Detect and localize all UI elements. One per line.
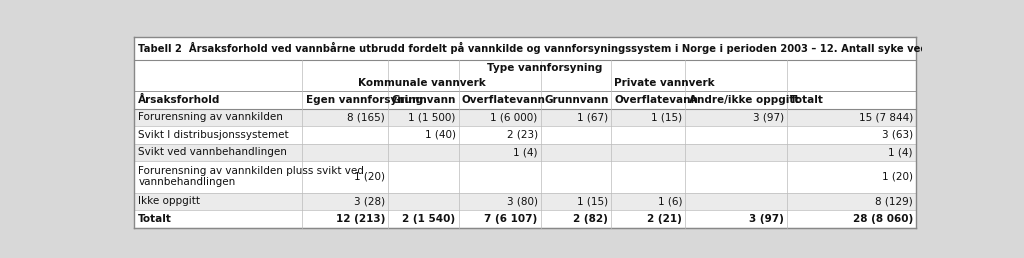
Text: Grunnvann: Grunnvann — [391, 95, 456, 105]
Text: 8 (165): 8 (165) — [347, 112, 385, 122]
Text: Overflatevann: Overflatevann — [462, 95, 546, 105]
Bar — [134, 109, 916, 126]
Text: Andre/ikke oppgitt: Andre/ikke oppgitt — [688, 95, 799, 105]
Text: 3 (80): 3 (80) — [507, 196, 538, 206]
Text: 1 (6): 1 (6) — [657, 196, 682, 206]
Text: 1 (15): 1 (15) — [651, 112, 682, 122]
Text: 1 (1 500): 1 (1 500) — [409, 112, 456, 122]
Text: 1 (40): 1 (40) — [425, 130, 456, 140]
Text: Type vannforsyning: Type vannforsyning — [487, 62, 602, 72]
Text: 1 (20): 1 (20) — [882, 172, 912, 182]
Text: 2 (1 540): 2 (1 540) — [402, 214, 456, 224]
Text: Forurensning av vannkilden: Forurensning av vannkilden — [138, 112, 284, 122]
Text: 1 (20): 1 (20) — [354, 172, 385, 182]
Text: 2 (21): 2 (21) — [647, 214, 682, 224]
Text: 28 (8 060): 28 (8 060) — [853, 214, 912, 224]
Text: Egen vannforsyning: Egen vannforsyning — [305, 95, 423, 105]
Text: 3 (63): 3 (63) — [882, 130, 912, 140]
Text: 2 (82): 2 (82) — [573, 214, 608, 224]
Text: Forurensning av vannkilden pluss svikt ved
vannbehandlingen: Forurensning av vannkilden pluss svikt v… — [138, 166, 365, 188]
Text: Overflatevann: Overflatevann — [614, 95, 698, 105]
Text: 12 (213): 12 (213) — [336, 214, 385, 224]
Text: Totalt: Totalt — [791, 95, 824, 105]
Text: 8 (129): 8 (129) — [876, 196, 912, 206]
Text: 3 (28): 3 (28) — [354, 196, 385, 206]
Text: Årsaksforhold: Årsaksforhold — [138, 95, 221, 105]
Text: 15 (7 844): 15 (7 844) — [858, 112, 912, 122]
Text: Svikt ved vannbehandlingen: Svikt ved vannbehandlingen — [138, 147, 287, 157]
Text: 1 (4): 1 (4) — [889, 147, 912, 157]
Text: Grunnvann: Grunnvann — [544, 95, 608, 105]
Text: Svikt I distribusjonssystemet: Svikt I distribusjonssystemet — [138, 130, 289, 140]
Text: 1 (6 000): 1 (6 000) — [490, 112, 538, 122]
Text: 1 (67): 1 (67) — [577, 112, 608, 122]
Text: Tabell 2  Årsaksforhold ved vannbårne utbrudd fordelt på vannkilde og vannforsyn: Tabell 2 Årsaksforhold ved vannbårne utb… — [137, 42, 1024, 54]
Text: Totalt: Totalt — [138, 214, 172, 224]
Bar — [134, 144, 916, 161]
Text: 1 (15): 1 (15) — [577, 196, 608, 206]
Bar — [134, 193, 916, 210]
Text: 1 (4): 1 (4) — [513, 147, 538, 157]
Text: 7 (6 107): 7 (6 107) — [484, 214, 538, 224]
Text: 3 (97): 3 (97) — [749, 214, 784, 224]
Text: 3 (97): 3 (97) — [753, 112, 784, 122]
Text: Ikke oppgitt: Ikke oppgitt — [138, 196, 201, 206]
Text: Private vannverk: Private vannverk — [613, 78, 715, 88]
Text: 2 (23): 2 (23) — [507, 130, 538, 140]
Text: Kommunale vannverk: Kommunale vannverk — [357, 78, 485, 88]
